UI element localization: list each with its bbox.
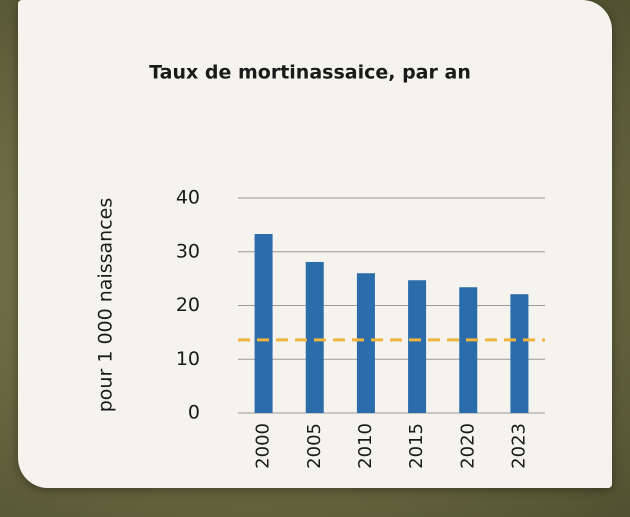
x-tick-label: 2020 [457, 423, 478, 469]
x-tick-label: 2015 [406, 423, 427, 469]
y-tick-label: 0 [188, 402, 200, 424]
y-tick-label: 10 [176, 348, 200, 370]
x-tick-label: 2023 [508, 423, 529, 469]
y-tick-label: 40 [176, 187, 200, 209]
bar [357, 273, 375, 413]
bar [255, 234, 273, 413]
x-tick-label: 2005 [304, 423, 325, 469]
y-tick-label: 20 [176, 294, 200, 316]
x-tick-label: 2010 [355, 423, 376, 469]
bar [459, 287, 477, 413]
page: Taux de mortinassaice, par an pour 1 000… [0, 0, 630, 517]
chart-title: Taux de mortinassaice, par an [149, 62, 471, 84]
bar [306, 262, 324, 413]
chart: Taux de mortinassaice, par an pour 1 000… [0, 0, 630, 517]
bar [408, 280, 426, 413]
y-axis-label: pour 1 000 naissances [95, 198, 117, 413]
x-tick-label: 2000 [253, 423, 274, 469]
y-tick-label: 30 [176, 240, 200, 262]
bar [510, 294, 528, 413]
